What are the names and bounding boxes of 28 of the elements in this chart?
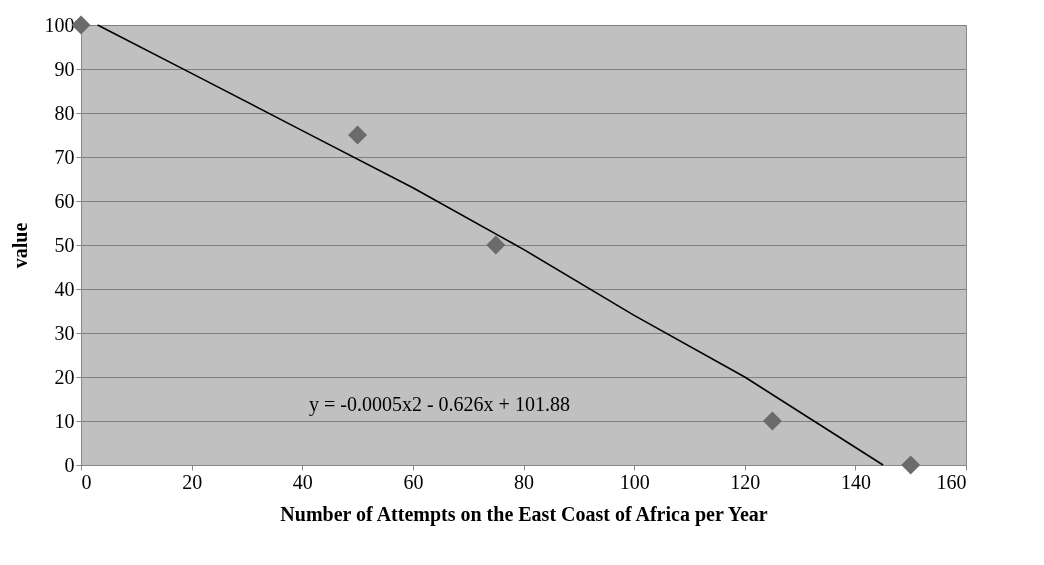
y-tick-label: 20: [54, 365, 75, 388]
y-tick-label: 30: [54, 321, 75, 344]
y-tick-label: 70: [54, 145, 75, 168]
point: [763, 411, 782, 431]
y-tick-label: 40: [54, 277, 75, 300]
y-tick-label: 80: [54, 101, 75, 124]
annotation: y = -0.0005x2 - 0.626x + 101.88: [309, 393, 570, 416]
point: [348, 125, 367, 145]
line-series: [96, 24, 884, 466]
y-tick-label: 90: [54, 57, 75, 80]
x-tick-label: 40: [292, 470, 313, 493]
x-tick-label: 120: [730, 470, 761, 493]
y-tick-label: 0: [64, 453, 75, 476]
y-axis-title: value: [8, 222, 31, 269]
point: [901, 455, 920, 475]
x-tick-label: 140: [840, 470, 871, 493]
x-tick-label: 80: [514, 470, 534, 493]
x-axis-title: Number of Attempts on the East Coast of Africa per Year: [280, 502, 768, 526]
y-tick-label: 100: [44, 13, 75, 36]
y-tick-label: 50: [54, 233, 75, 256]
y-tick-label: 60: [54, 189, 75, 212]
y-tick-label: 10: [54, 409, 75, 432]
x-tick-label: 60: [403, 470, 424, 493]
x-tick-label: 160: [936, 470, 967, 493]
x-tick-label: 20: [182, 470, 203, 493]
x-tick-label: 0: [81, 470, 92, 493]
x-tick-label: 100: [619, 470, 650, 493]
point: [486, 235, 505, 255]
